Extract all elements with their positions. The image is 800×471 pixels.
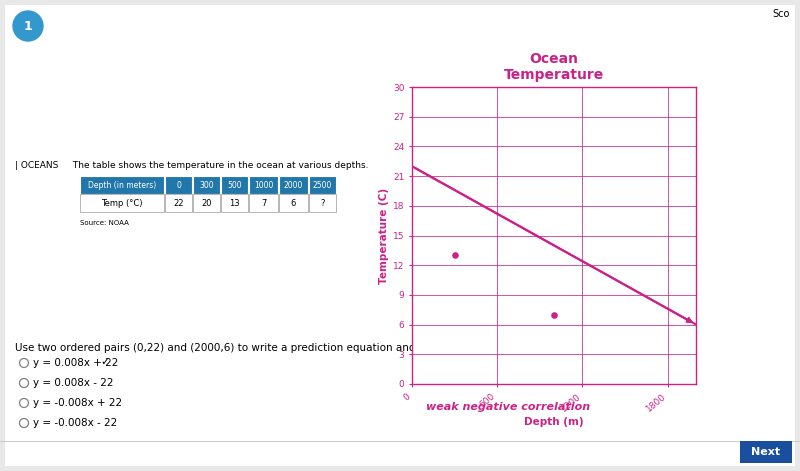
Text: 20: 20 (202, 198, 212, 208)
Text: weak negative correlation: weak negative correlation (426, 402, 590, 413)
Text: 500: 500 (227, 180, 242, 189)
Text: Temp (°C): Temp (°C) (102, 198, 142, 208)
Title: Ocean
Temperature: Ocean Temperature (504, 52, 604, 82)
FancyBboxPatch shape (740, 441, 792, 463)
Text: ✓: ✓ (100, 357, 110, 367)
FancyBboxPatch shape (279, 194, 308, 212)
FancyBboxPatch shape (80, 176, 164, 194)
Text: 2500: 2500 (313, 180, 332, 189)
FancyBboxPatch shape (5, 5, 795, 466)
Text: y = -0.008x + 22: y = -0.008x + 22 (33, 398, 122, 408)
Text: y = 0.008x + 22: y = 0.008x + 22 (33, 358, 118, 368)
X-axis label: Depth (m): Depth (m) (524, 417, 584, 427)
Text: 0: 0 (176, 180, 181, 189)
Text: 7: 7 (261, 198, 266, 208)
Circle shape (13, 11, 43, 41)
Text: Sco: Sco (773, 9, 790, 19)
FancyBboxPatch shape (221, 176, 248, 194)
FancyBboxPatch shape (249, 194, 278, 212)
Text: 1: 1 (24, 19, 32, 32)
FancyBboxPatch shape (165, 194, 192, 212)
Text: Depth (in meters): Depth (in meters) (88, 180, 156, 189)
FancyBboxPatch shape (193, 176, 220, 194)
Text: 6: 6 (291, 198, 296, 208)
FancyBboxPatch shape (221, 194, 248, 212)
Text: y = 0.008x - 22: y = 0.008x - 22 (33, 378, 114, 388)
FancyBboxPatch shape (249, 176, 278, 194)
Text: 2000: 2000 (284, 180, 303, 189)
FancyBboxPatch shape (193, 194, 220, 212)
Text: 13: 13 (229, 198, 240, 208)
Text: Next: Next (751, 447, 781, 457)
Text: 22: 22 (174, 198, 184, 208)
Text: y = -0.008x - 22: y = -0.008x - 22 (33, 418, 118, 428)
FancyBboxPatch shape (279, 176, 308, 194)
FancyBboxPatch shape (309, 194, 336, 212)
Text: | OCEANS: | OCEANS (15, 161, 58, 170)
Text: 300: 300 (199, 180, 214, 189)
Text: ?: ? (320, 198, 325, 208)
Text: The table shows the temperature in the ocean at various depths.: The table shows the temperature in the o… (70, 161, 369, 170)
FancyBboxPatch shape (165, 176, 192, 194)
Y-axis label: Temperature (C): Temperature (C) (378, 187, 389, 284)
FancyBboxPatch shape (80, 194, 164, 212)
Text: Source: NOAA: Source: NOAA (80, 220, 129, 226)
Point (547, 311, 560, 318)
FancyBboxPatch shape (309, 176, 336, 194)
Text: 1000: 1000 (254, 180, 273, 189)
Point (448, 252, 461, 259)
Text: Use two ordered pairs (0,22) and (2000,6) to write a prediction equation and cho: Use two ordered pairs (0,22) and (2000,6… (15, 343, 559, 353)
